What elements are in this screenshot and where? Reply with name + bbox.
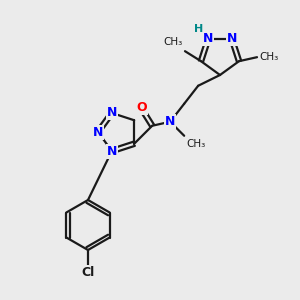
- Text: Cl: Cl: [81, 266, 94, 278]
- Text: CH₃: CH₃: [164, 37, 183, 47]
- Text: N: N: [106, 106, 117, 119]
- Text: O: O: [137, 101, 148, 114]
- Text: N: N: [93, 125, 103, 139]
- Text: N: N: [203, 32, 213, 45]
- Text: N: N: [165, 115, 175, 128]
- Text: N: N: [106, 145, 117, 158]
- Text: N: N: [226, 32, 237, 45]
- Text: CH₃: CH₃: [186, 139, 206, 149]
- Text: H: H: [194, 24, 203, 34]
- Text: CH₃: CH₃: [259, 52, 278, 62]
